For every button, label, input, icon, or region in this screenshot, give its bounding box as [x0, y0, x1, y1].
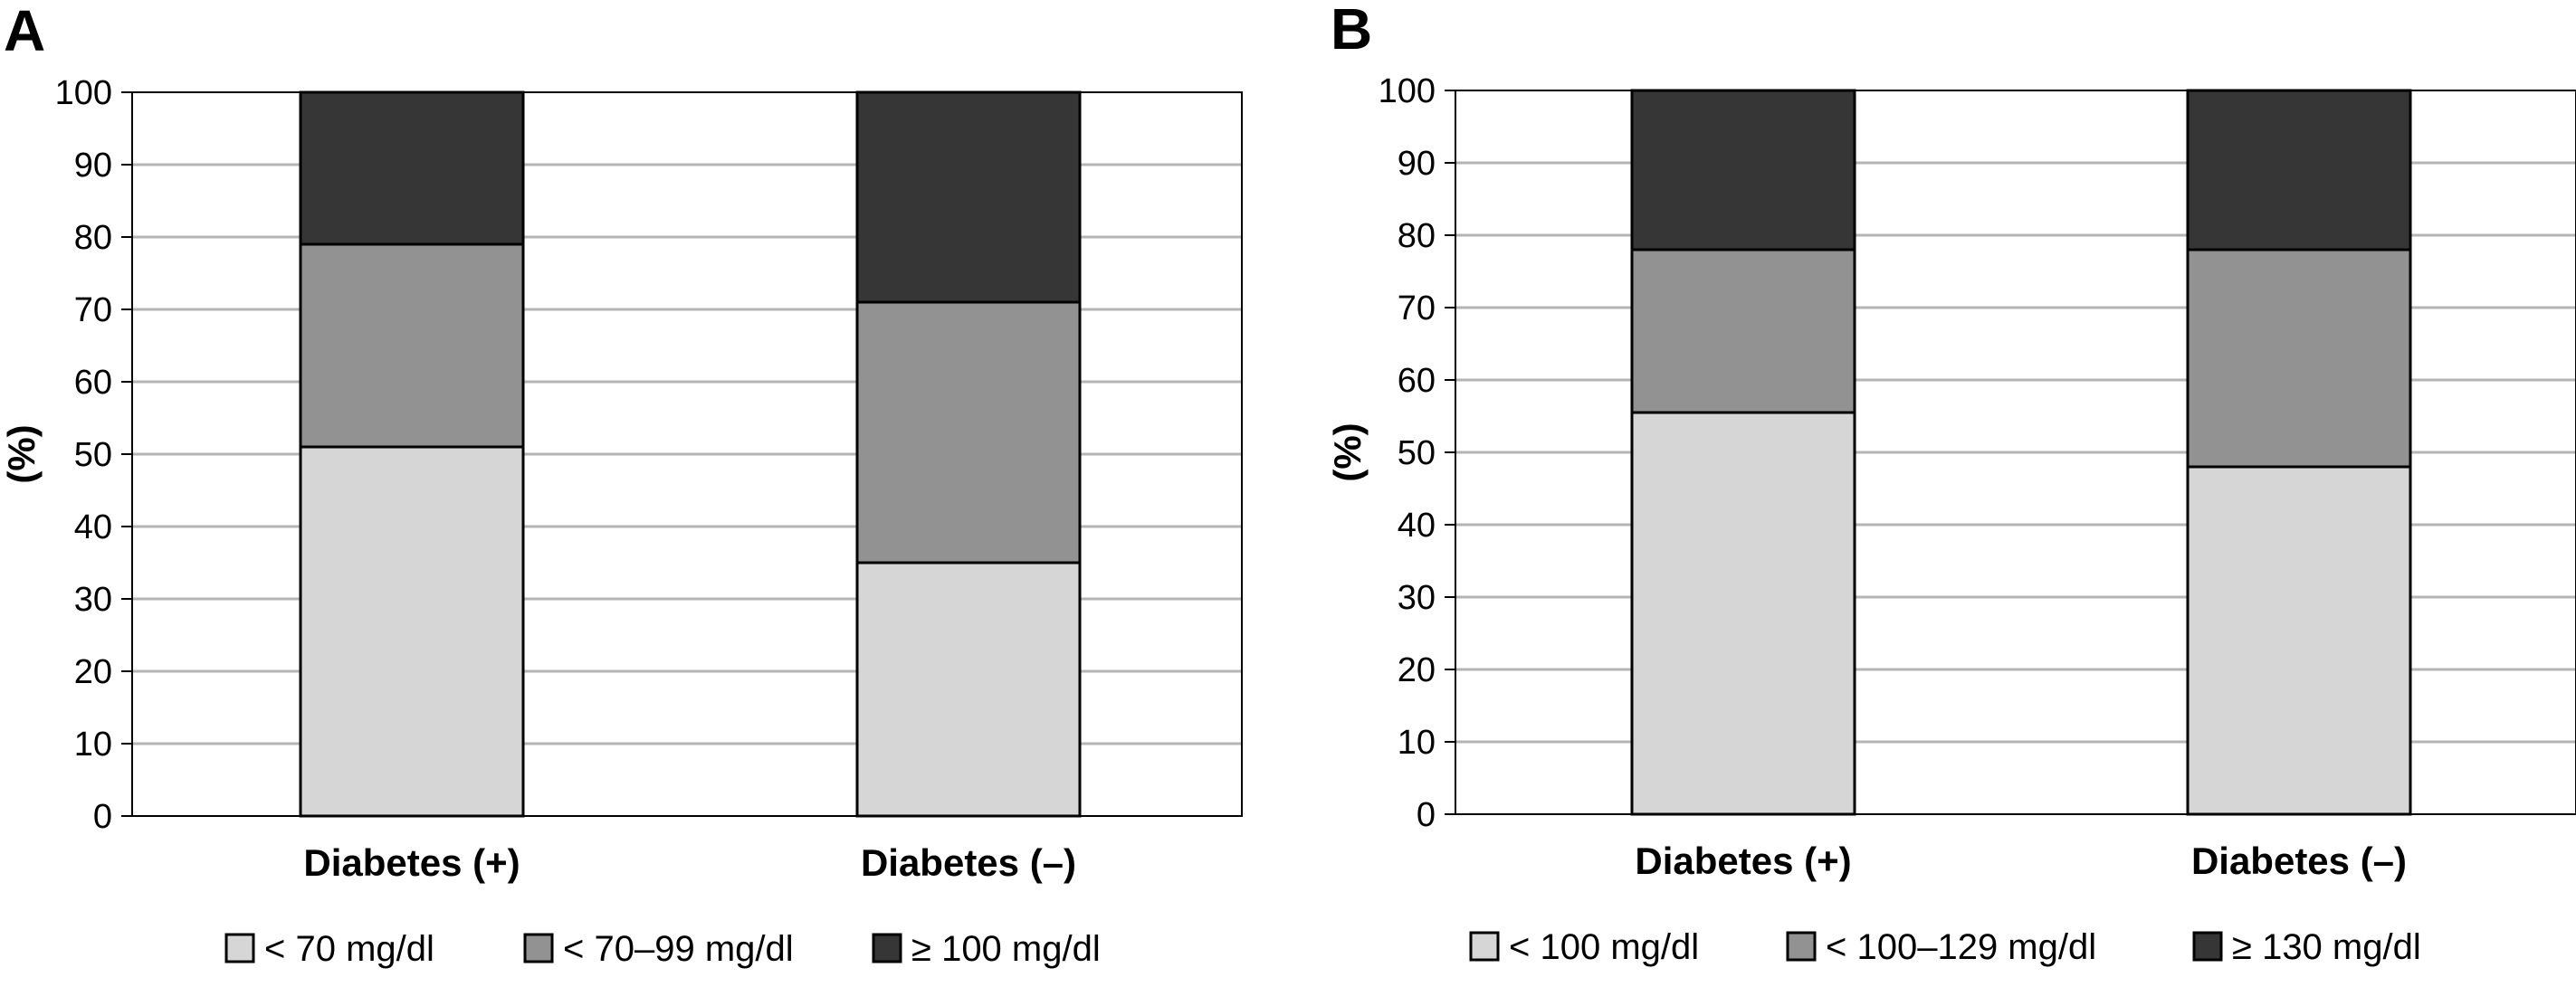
legend-label: < 100–129 mg/dl: [1826, 927, 2096, 967]
bar-segment: [2186, 89, 2412, 251]
legend-swatch: [224, 933, 255, 963]
y-tick-label: 20: [74, 653, 112, 691]
plot-frame: [1455, 90, 2576, 815]
y-tick-label: 50: [74, 436, 112, 474]
y-tick-label: 10: [1398, 724, 1436, 762]
category-label: Diabetes (+): [1635, 840, 1851, 882]
y-tick-label: 90: [74, 147, 112, 185]
bar-segment: [299, 242, 525, 449]
bar-segment: [1630, 89, 1856, 251]
plot-frame: [131, 91, 1243, 817]
y-tick-label: 70: [74, 291, 112, 329]
y-tick-label: 50: [1398, 434, 1436, 472]
bar-segment: [1630, 248, 1856, 414]
legend-swatch: [523, 933, 554, 963]
panel-letter: B: [1331, 0, 1372, 62]
panel-b-chart: B 0 10 20 30 40 50 60 70 80 90 100 Diabetes (+) Diabe…: [1326, 0, 2576, 967]
y-tick-label: 80: [1398, 217, 1436, 255]
legend-label: < 70 mg/dl: [264, 929, 434, 969]
category-label: Diabetes (+): [303, 841, 520, 884]
y-tick-label: 30: [1398, 579, 1436, 617]
legend-swatch: [2192, 931, 2223, 962]
legend-swatch: [872, 933, 902, 963]
legend-label: ≥ 100 mg/dl: [911, 929, 1101, 969]
bar-segment: [299, 445, 525, 818]
category-label: Diabetes (–): [861, 841, 1076, 884]
y-axis-label: (%): [0, 424, 43, 483]
y-tick-label: 90: [1398, 145, 1436, 183]
y-tick-label: 60: [1398, 362, 1436, 400]
bar-segment: [2186, 465, 2412, 816]
panel-a-chart: A 0 10 20 30 40 50 60 70 80 90 100 Diabetes (+) Diabe…: [0, 0, 1243, 969]
legend-label: ≥ 130 mg/dl: [2232, 927, 2421, 967]
y-tick-label: 60: [74, 364, 112, 402]
y-tick-label: 80: [74, 219, 112, 257]
y-tick-label: 0: [1417, 796, 1436, 834]
y-tick-label: 100: [1379, 72, 1436, 110]
y-tick-label: 20: [1398, 651, 1436, 689]
bar-segment: [855, 300, 1082, 565]
bar-segment: [299, 90, 525, 246]
y-axis-label: (%): [1326, 422, 1369, 481]
y-tick-label: 100: [55, 74, 112, 112]
bar-segment: [855, 90, 1082, 304]
bar-segment: [2186, 248, 2412, 469]
panel-letter: A: [4, 0, 45, 63]
legend-label: < 70–99 mg/dl: [563, 929, 794, 969]
y-tick-label: 70: [1398, 289, 1436, 327]
legend-swatch: [1786, 931, 1817, 962]
bar-segment: [855, 561, 1082, 818]
y-tick-label: 10: [74, 726, 112, 764]
category-label: Diabetes (–): [2191, 840, 2407, 882]
legend-label: < 100 mg/dl: [1509, 927, 1699, 967]
y-tick-label: 0: [93, 798, 112, 836]
legend-swatch: [1469, 931, 1500, 962]
y-tick-label: 40: [1398, 507, 1436, 545]
bar-segment: [1630, 411, 1856, 816]
y-tick-label: 40: [74, 508, 112, 546]
y-tick-label: 30: [74, 581, 112, 619]
